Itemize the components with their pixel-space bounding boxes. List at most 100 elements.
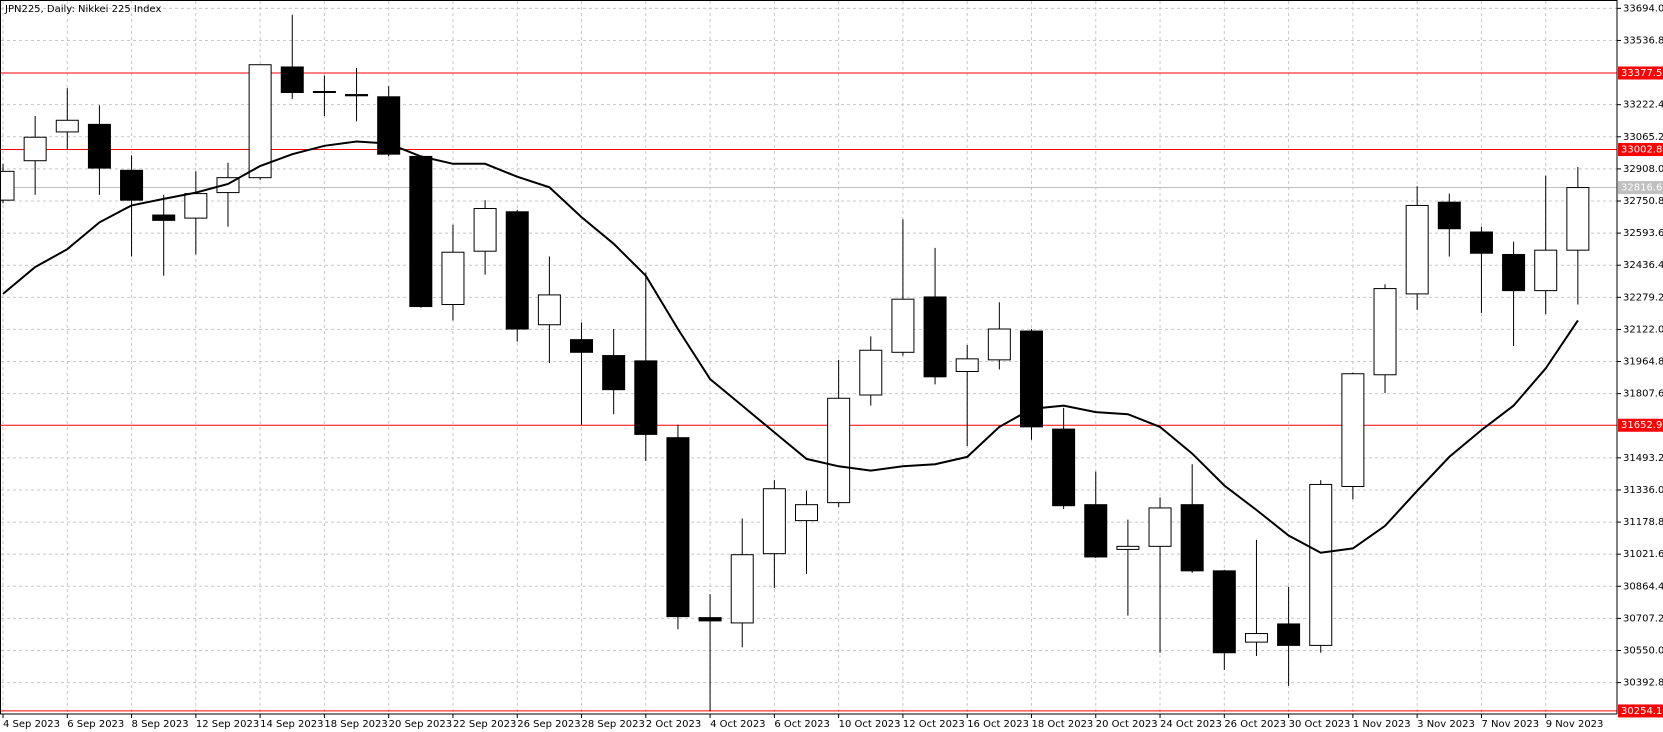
candle-body bbox=[1084, 504, 1108, 558]
y-tick-label: 30392.8 bbox=[1623, 678, 1663, 689]
candle-body bbox=[1148, 507, 1172, 547]
y-tick-label: 31807.6 bbox=[1623, 389, 1663, 400]
level-label: 31652.9 bbox=[1621, 420, 1662, 431]
candle-body bbox=[1373, 288, 1397, 376]
candle-body bbox=[1277, 623, 1301, 646]
chart-title: JPN225, Daily: Nikkei 225 Index bbox=[4, 4, 161, 15]
candle-body bbox=[1502, 253, 1526, 292]
candle-body bbox=[1469, 231, 1493, 254]
candle-body bbox=[0, 170, 15, 201]
candle-body bbox=[1566, 187, 1590, 251]
candle-body bbox=[280, 66, 304, 94]
candle-body bbox=[345, 94, 369, 97]
candle-body bbox=[1212, 570, 1236, 654]
y-tick-label: 31021.6 bbox=[1623, 549, 1663, 560]
candle-body bbox=[859, 349, 883, 396]
level-label-bg bbox=[1618, 143, 1663, 157]
candle-body bbox=[441, 251, 465, 306]
candle-body bbox=[55, 119, 79, 133]
candle-body bbox=[923, 296, 947, 378]
candle-body bbox=[312, 90, 336, 94]
candle-body bbox=[248, 64, 272, 179]
grid bbox=[1, 1, 1617, 713]
candle-body bbox=[1405, 204, 1429, 295]
last-price-bg bbox=[1618, 181, 1663, 195]
x-tick-label: 4 Oct 2023 bbox=[710, 719, 765, 730]
level-label-bg bbox=[1618, 66, 1663, 80]
x-tick-label: 18 Oct 2023 bbox=[1031, 719, 1093, 730]
level-label-bg bbox=[1618, 418, 1663, 432]
y-tick-label: 30864.4 bbox=[1623, 581, 1663, 592]
candle-body bbox=[666, 437, 690, 618]
candle-body bbox=[1180, 504, 1204, 572]
candle-body bbox=[795, 504, 818, 522]
x-tick-label: 2 Oct 2023 bbox=[646, 719, 701, 730]
x-tick-label: 9 Nov 2023 bbox=[1546, 719, 1604, 730]
y-tick-label: 32750.8 bbox=[1623, 196, 1663, 207]
candle-body bbox=[1244, 633, 1268, 643]
candle-body bbox=[505, 211, 529, 330]
x-tick-label: 8 Sep 2023 bbox=[132, 719, 189, 730]
x-tick-label: 6 Oct 2023 bbox=[774, 719, 829, 730]
candle-body bbox=[152, 214, 176, 221]
candle-body bbox=[473, 208, 497, 252]
x-tick-label: 24 Oct 2023 bbox=[1160, 719, 1222, 730]
y-tick-label: 31336.0 bbox=[1623, 485, 1663, 496]
x-tick-label: 28 Sep 2023 bbox=[582, 719, 645, 730]
x-tick-label: 12 Oct 2023 bbox=[903, 719, 965, 730]
candle-body bbox=[87, 123, 111, 169]
y-tick-label: 31178.8 bbox=[1623, 517, 1663, 528]
y-tick-label: 32436.4 bbox=[1623, 260, 1663, 271]
candle-body bbox=[1309, 483, 1333, 646]
candle-body bbox=[1116, 545, 1140, 550]
y-tick-label: 32908.0 bbox=[1623, 164, 1663, 175]
candle-body bbox=[1019, 330, 1043, 428]
y-tick-label: 33694.0 bbox=[1623, 3, 1663, 14]
x-tick-label: 20 Oct 2023 bbox=[1096, 719, 1158, 730]
candle-body bbox=[698, 617, 722, 622]
candle-body bbox=[827, 397, 851, 504]
x-tick-label: 22 Sep 2023 bbox=[453, 719, 516, 730]
candle-body bbox=[1437, 201, 1461, 230]
y-tick-label: 30707.2 bbox=[1623, 613, 1663, 624]
y-tick-label: 30550.0 bbox=[1623, 646, 1663, 657]
candle-body bbox=[377, 96, 401, 155]
candle-body bbox=[1341, 373, 1365, 487]
candle-body bbox=[602, 355, 626, 391]
candle-body bbox=[634, 360, 658, 435]
x-tick-label: 1 Nov 2023 bbox=[1353, 719, 1411, 730]
candle-body bbox=[1052, 428, 1076, 507]
candle-body bbox=[23, 136, 47, 162]
x-tick-label: 30 Oct 2023 bbox=[1289, 719, 1351, 730]
candle-body bbox=[1534, 249, 1558, 292]
level-label-bg bbox=[1618, 704, 1663, 718]
x-tick-label: 16 Oct 2023 bbox=[967, 719, 1029, 730]
y-tick-label: 33222.4 bbox=[1623, 100, 1663, 111]
candle-body bbox=[955, 358, 979, 373]
y-tick-label: 32122.0 bbox=[1623, 324, 1663, 335]
y-tick-label: 31964.8 bbox=[1623, 357, 1663, 368]
candle-body bbox=[730, 554, 754, 624]
x-tick-label: 10 Oct 2023 bbox=[839, 719, 901, 730]
x-tick-label: 18 Sep 2023 bbox=[324, 719, 387, 730]
candle-body bbox=[537, 294, 561, 326]
x-tick-label: 4 Sep 2023 bbox=[3, 719, 60, 730]
last-price-label: 32816.6 bbox=[1621, 183, 1662, 194]
x-tick-label: 26 Sep 2023 bbox=[517, 719, 580, 730]
axis-labels: 33694.0 33536.8 33222.4 33065.2 32908.0 32750… bbox=[2, 3, 1663, 730]
x-tick-label: 3 Nov 2023 bbox=[1417, 719, 1475, 730]
candle-body bbox=[184, 193, 208, 219]
candle-body bbox=[570, 339, 594, 353]
x-tick-label: 12 Sep 2023 bbox=[196, 719, 259, 730]
x-tick-label: 7 Nov 2023 bbox=[1481, 719, 1539, 730]
level-label: 30254.1 bbox=[1621, 706, 1662, 717]
candle-body bbox=[120, 169, 144, 201]
candles bbox=[0, 14, 1590, 711]
candle-body bbox=[891, 298, 915, 353]
y-tick-label: 32593.6 bbox=[1623, 228, 1663, 239]
y-tick-label: 31493.2 bbox=[1623, 453, 1663, 464]
candle-body bbox=[762, 488, 786, 555]
y-tick-label: 33536.8 bbox=[1623, 35, 1663, 46]
y-tick-label: 32279.2 bbox=[1623, 292, 1663, 303]
